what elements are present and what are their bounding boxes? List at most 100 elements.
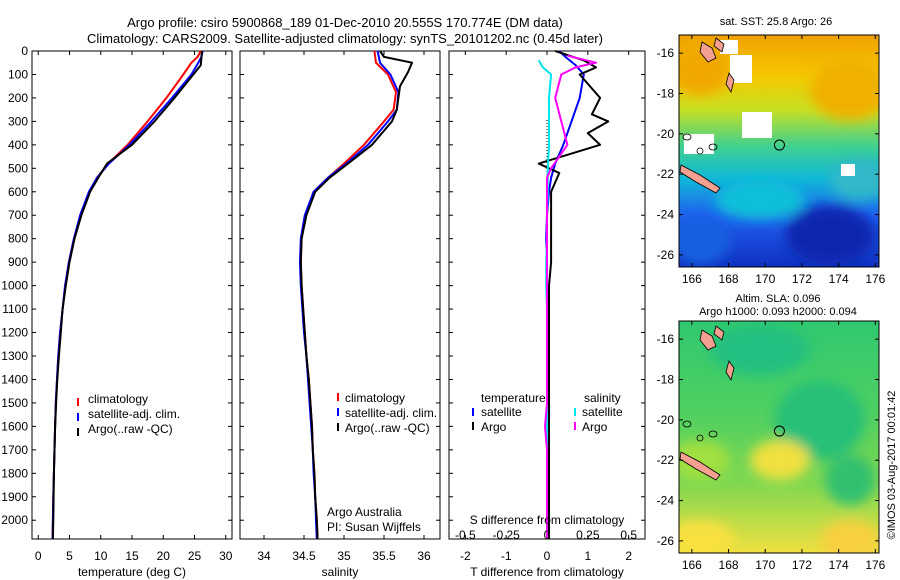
diff-x-tick-label: -1 (501, 549, 512, 563)
diff-x-tick-label: 0 (544, 549, 551, 563)
temp-x-tick-label: 30 (219, 549, 233, 563)
sst-ticks-lon-label: 176 (865, 272, 885, 286)
sla-ticks-lat-label: -26 (657, 534, 675, 548)
sal-x-tick-label: 36 (417, 549, 431, 563)
diff-x-tick-label: 1 (584, 549, 591, 563)
legend-t-argo: Argo (481, 420, 507, 434)
depth-tick-label: 900 (8, 255, 28, 269)
difference-legend: temperature satellite Argo salinity sate… (472, 391, 623, 434)
sst-ticks-lat-label: -18 (657, 87, 675, 101)
sal-x-tick-label: 35.5 (372, 549, 396, 563)
sla-ticks-lat-label: -18 (657, 373, 675, 387)
sst-ticks-lat-label: -20 (657, 127, 675, 141)
sal-legend-satellite-adj: satellite-adj. clim. (345, 406, 437, 420)
difference-panel: -2 -1 0 1 2 S difference from climatology -0… (448, 50, 646, 579)
depth-tick-label: 600 (8, 185, 28, 199)
depth-tick-label: 2000 (1, 513, 28, 527)
sal-series-argo-raw-qc- (299, 50, 413, 540)
depth-tick-label: 700 (8, 208, 28, 222)
header-line1: Argo profile: csiro 5900868_189 01-Dec-2… (127, 15, 563, 30)
temp-x-tick-label: 25 (188, 549, 202, 563)
depth-tick-label: 300 (8, 114, 28, 128)
depth-tick-label: 0 (21, 44, 28, 58)
sla-argo-position-marker (773, 425, 785, 437)
s-difference-label: S difference from climatology (470, 513, 625, 527)
header-line2: Climatology: CARS2009. Satellite-adjuste… (87, 31, 603, 46)
legend-satellite-adj: satellite-adj. clim. (88, 407, 180, 421)
legend-salinity-title: salinity (584, 391, 621, 405)
diff-series-t-argo (537, 50, 610, 539)
depth-tick-label: 200 (8, 91, 28, 105)
sal-x-tick-label: 34 (257, 549, 271, 563)
sst-ticks-lat-label: -22 (657, 167, 675, 181)
depth-tick-label: 1200 (1, 326, 28, 340)
diff-x-tick-label: 2 (625, 549, 632, 563)
sst-ticks-lon-label: 168 (719, 272, 739, 286)
temp-x-tick-label: 20 (157, 549, 171, 563)
temperature-legend: climatology satellite-adj. clim. Argo(..… (77, 392, 180, 436)
diff-series-s-argo (544, 54, 597, 539)
depth-tick-label: 1600 (1, 419, 28, 433)
argo-australia-label: Argo Australia (327, 505, 402, 519)
sla-ticks-lon-label: 176 (865, 558, 885, 572)
sst-ticks-lon-label: 170 (755, 272, 775, 286)
sal-x-tick-label: 35 (337, 549, 351, 563)
salinity-legend: climatology satellite-adj. clim. Argo(..… (337, 391, 437, 435)
legend-t-satellite: satellite (481, 405, 522, 419)
sal-legend-argo: Argo(..raw -QC) (345, 421, 430, 435)
legend-s-argo: Argo (582, 420, 608, 434)
sst-argo-position-marker (773, 139, 785, 151)
depth-tick-label: 1100 (2, 302, 28, 316)
salinity-panel: 34 34.5 35 35.5 36 salinity climatology sate… (239, 50, 441, 579)
legend-s-satellite: satellite (582, 405, 623, 419)
sst-ticks-lat-label: -16 (657, 46, 675, 60)
temp-x-tick-label: 5 (66, 549, 73, 563)
depth-axis: 0 100 200 300 400 500 600 700 800 900 1000 1100 1200… (1, 44, 28, 527)
sal-legend-climatology: climatology (345, 391, 405, 405)
temp-x-tick-label: 10 (94, 549, 108, 563)
sla-ticks-lon-label: 172 (792, 558, 812, 572)
depth-tick-label: 1800 (1, 466, 28, 480)
sst-map: sat. SST: 25.8 Argo: 26 (657, 16, 886, 286)
s-diff-tick-label: 0.25 (576, 528, 600, 542)
temperature-panel: 0 5 10 15 20 25 30 temperature (deg C) climato… (31, 50, 233, 579)
sst-ticks-lat-label: -24 (657, 208, 675, 222)
depth-tick-label: 800 (8, 232, 28, 246)
sla-ticks-lon-label: 174 (829, 558, 849, 572)
sst-ticks-lat-label: -26 (657, 248, 675, 262)
sla-ticks-lat-label: -20 (657, 413, 675, 427)
sla-ticks-lat-label: -24 (657, 494, 675, 508)
s-diff-tick-label: 0 (544, 528, 551, 542)
s-diff-tick-label: 0.5 (620, 528, 637, 542)
pi-label: PI: Susan Wijffels (327, 520, 421, 534)
depth-tick-label: 100 (8, 67, 28, 81)
imos-timestamp: ©IMOS 03-Aug-2017 00:01:42 (886, 391, 898, 540)
sla-ticks-lat-label: -22 (657, 453, 675, 467)
temp-x-tick-label: 0 (35, 549, 42, 563)
sla-ticks-lon-label: 166 (682, 558, 702, 572)
depth-tick-label: 1500 (1, 396, 28, 410)
temp-series-argo-raw-qc- (51, 50, 203, 540)
legend-climatology: climatology (88, 392, 148, 406)
depth-tick-label: 1000 (1, 279, 28, 293)
depth-tick-label: 1900 (1, 490, 28, 504)
s-diff-tick-label: -0.25 (492, 528, 520, 542)
temp-x-tick-label: 15 (125, 549, 139, 563)
sst-ticks-lon-label: 166 (682, 272, 702, 286)
legend-temperature-title: temperature (481, 391, 546, 405)
depth-tick-label: 1700 (1, 443, 28, 457)
sla-map: Altim. SLA: 0.096 Argo h1000: 0.093 h200… (657, 293, 886, 572)
temperature-xlabel: temperature (deg C) (78, 565, 186, 579)
diff-x-tick-label: -2 (460, 549, 471, 563)
s-diff-tick-label: -0.5 (455, 528, 476, 542)
sla-ticks-lon-label: 168 (719, 558, 739, 572)
sla-map-title2: Argo h1000: 0.093 h2000: 0.094 (699, 306, 857, 318)
depth-tick-label: 1300 (1, 349, 28, 363)
salinity-xlabel: salinity (322, 565, 359, 579)
depth-tick-label: 500 (8, 161, 28, 175)
t-difference-label: T difference from climatology (470, 565, 624, 579)
sla-map-title1: Altim. SLA: 0.096 (736, 293, 821, 305)
sla-ticks-lat-label: -16 (657, 332, 675, 346)
sst-ticks-lon-label: 172 (792, 272, 812, 286)
